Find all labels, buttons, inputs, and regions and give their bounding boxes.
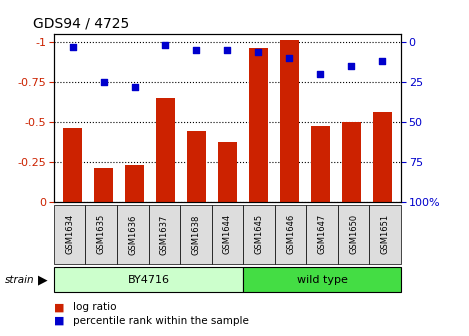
Text: strain: strain [5, 275, 34, 285]
Text: GSM1635: GSM1635 [97, 214, 106, 254]
Bar [373, 112, 392, 202]
Text: GSM1651: GSM1651 [381, 214, 390, 254]
Text: GSM1650: GSM1650 [349, 214, 358, 254]
Point [224, 47, 231, 53]
Text: GSM1645: GSM1645 [255, 214, 264, 254]
Bar [311, 126, 330, 202]
Text: log ratio: log ratio [73, 302, 116, 312]
Bar [94, 168, 113, 202]
Point [348, 63, 355, 69]
Text: GSM1637: GSM1637 [160, 214, 169, 255]
Bar [187, 131, 206, 202]
Text: GSM1638: GSM1638 [191, 214, 200, 255]
Text: BY4716: BY4716 [128, 275, 170, 285]
Point [255, 49, 262, 54]
Text: wild type: wild type [297, 275, 348, 285]
Bar [249, 48, 268, 202]
Point [378, 58, 386, 64]
Bar [63, 128, 82, 202]
Text: ■: ■ [54, 316, 64, 326]
Text: GSM1636: GSM1636 [129, 214, 137, 255]
Text: GSM1647: GSM1647 [318, 214, 326, 254]
Point [69, 44, 76, 49]
Point [317, 71, 324, 77]
Point [100, 79, 107, 85]
Bar [125, 165, 144, 202]
Bar [218, 142, 237, 202]
Text: GSM1634: GSM1634 [65, 214, 74, 254]
Text: ■: ■ [54, 302, 64, 312]
Bar [156, 97, 175, 202]
Bar [280, 40, 299, 202]
Text: percentile rank within the sample: percentile rank within the sample [73, 316, 249, 326]
Point [193, 47, 200, 53]
Text: GSM1646: GSM1646 [286, 214, 295, 254]
Point [131, 84, 138, 89]
Point [162, 42, 169, 48]
Text: ▶: ▶ [38, 273, 48, 286]
Bar [342, 122, 361, 202]
Text: GDS94 / 4725: GDS94 / 4725 [33, 17, 129, 31]
Text: GSM1644: GSM1644 [223, 214, 232, 254]
Point [286, 55, 293, 60]
